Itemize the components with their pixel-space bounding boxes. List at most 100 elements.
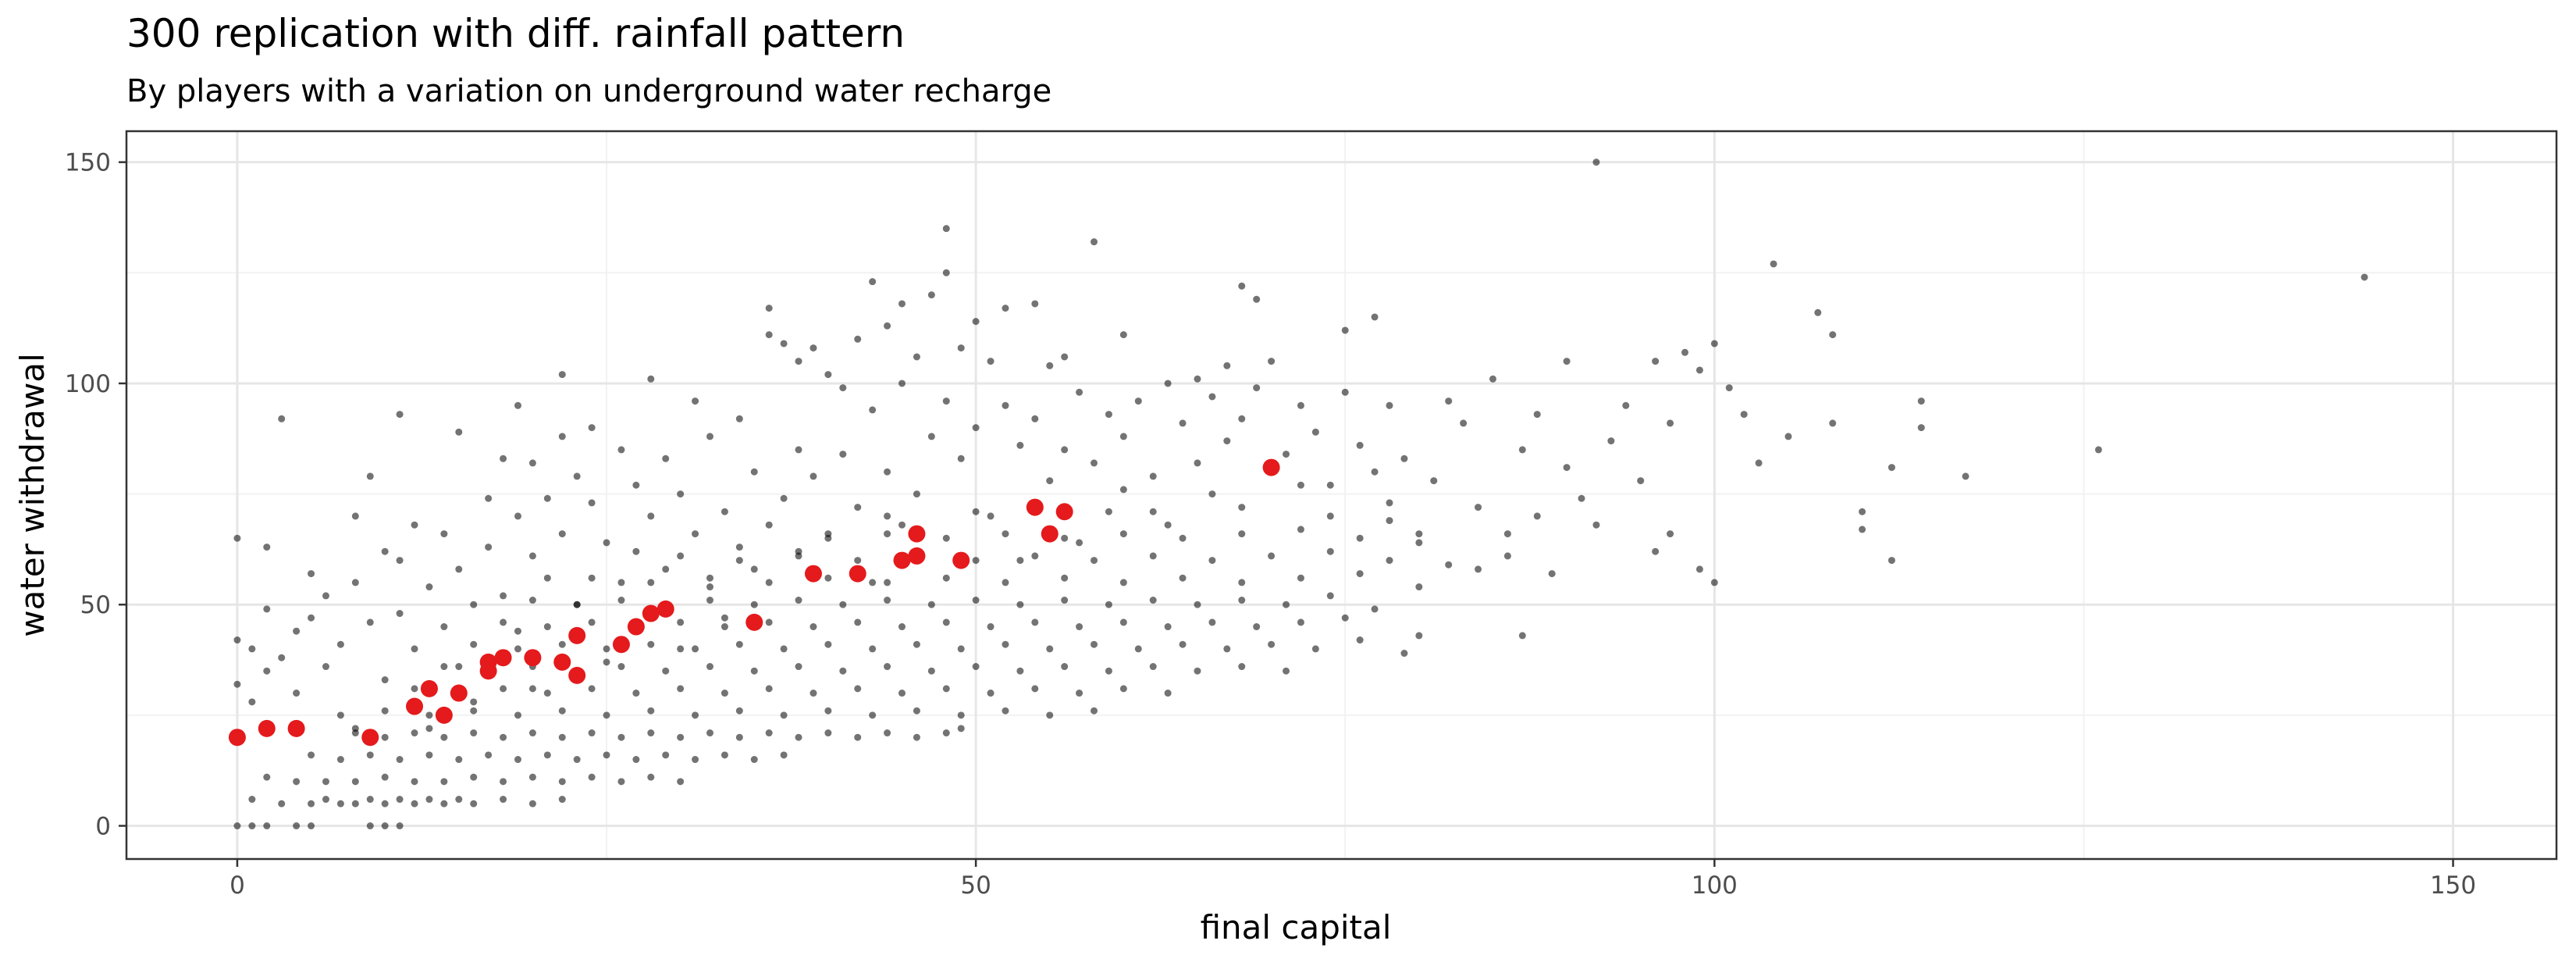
data-point [543, 574, 551, 582]
data-point [381, 773, 389, 781]
x-tick-label: 100 [1692, 872, 1738, 900]
data-point [233, 680, 241, 688]
data-point [677, 778, 685, 786]
highlight-point [952, 551, 970, 569]
data-point [942, 618, 950, 626]
data-point [795, 446, 802, 454]
data-point [1503, 552, 1511, 560]
data-point [366, 472, 374, 480]
data-point [1888, 557, 1895, 565]
data-point [1415, 530, 1423, 538]
data-point [1238, 597, 1246, 604]
data-point [470, 773, 478, 781]
data-point [1164, 521, 1172, 529]
data-point [588, 685, 596, 693]
data-point [1061, 534, 1069, 542]
data-point [263, 667, 271, 675]
data-point [617, 579, 625, 586]
data-point [735, 415, 743, 422]
data-point [942, 685, 950, 693]
data-point [278, 415, 286, 422]
data-point [470, 640, 478, 648]
data-point [662, 454, 670, 462]
data-point [1149, 508, 1157, 515]
data-point [1356, 534, 1364, 542]
data-point [1016, 441, 1024, 449]
data-point [1326, 592, 1334, 600]
highlight-point [287, 719, 305, 737]
y-tick-label: 0 [95, 813, 111, 841]
data-point [588, 729, 596, 737]
data-point [308, 822, 315, 830]
data-point [1061, 663, 1069, 671]
data-point [381, 547, 389, 555]
data-point [455, 796, 463, 804]
data-point [351, 729, 359, 737]
data-point [233, 822, 241, 830]
data-point [1223, 362, 1231, 369]
data-point [470, 698, 478, 706]
data-point [1061, 353, 1069, 361]
highlight-point [804, 565, 822, 583]
data-point [1710, 579, 1718, 586]
data-point [884, 468, 891, 476]
data-point [1208, 557, 1216, 565]
data-point [692, 756, 699, 764]
data-point [500, 592, 507, 600]
data-point [411, 521, 418, 529]
data-point [942, 574, 950, 582]
data-point [884, 597, 891, 604]
data-point [322, 592, 329, 600]
data-point [957, 725, 965, 733]
data-point [470, 800, 478, 807]
data-point [1223, 437, 1231, 445]
data-point [1740, 411, 1748, 419]
data-point [898, 380, 906, 387]
data-point [1268, 640, 1276, 648]
data-point [839, 601, 847, 608]
data-point [824, 574, 832, 582]
data-point [1371, 313, 1379, 321]
data-point [411, 729, 418, 737]
data-point [884, 512, 891, 520]
data-point [1134, 645, 1142, 653]
highlight-point [1262, 458, 1280, 476]
data-point [765, 331, 773, 339]
data-point [824, 640, 832, 648]
data-point [1725, 384, 1733, 392]
data-point [854, 685, 862, 693]
data-point [514, 401, 521, 409]
data-point [248, 796, 256, 804]
data-point [1430, 477, 1438, 485]
data-point [1460, 419, 1468, 427]
data-point [1194, 667, 1201, 675]
data-point [1814, 308, 1822, 316]
data-point [396, 557, 404, 565]
data-point [485, 751, 493, 759]
data-point [425, 751, 433, 759]
data-point [440, 733, 448, 741]
data-point [1326, 481, 1334, 489]
data-point [1652, 547, 1660, 555]
data-point [927, 291, 935, 299]
data-point [1164, 380, 1172, 387]
data-point [322, 778, 329, 786]
data-point [750, 468, 758, 476]
data-point [278, 800, 286, 807]
data-point [514, 627, 521, 635]
data-point [500, 733, 507, 741]
data-point [692, 711, 699, 719]
data-point [884, 663, 891, 671]
data-point [351, 512, 359, 520]
data-point [839, 384, 847, 392]
data-point [2094, 446, 2102, 454]
data-point [1667, 530, 1674, 538]
data-point [1652, 358, 1660, 365]
data-point [972, 424, 980, 432]
data-point [528, 729, 536, 737]
data-point [884, 729, 891, 737]
data-point [884, 322, 891, 330]
data-point [809, 344, 817, 352]
data-point [528, 459, 536, 467]
